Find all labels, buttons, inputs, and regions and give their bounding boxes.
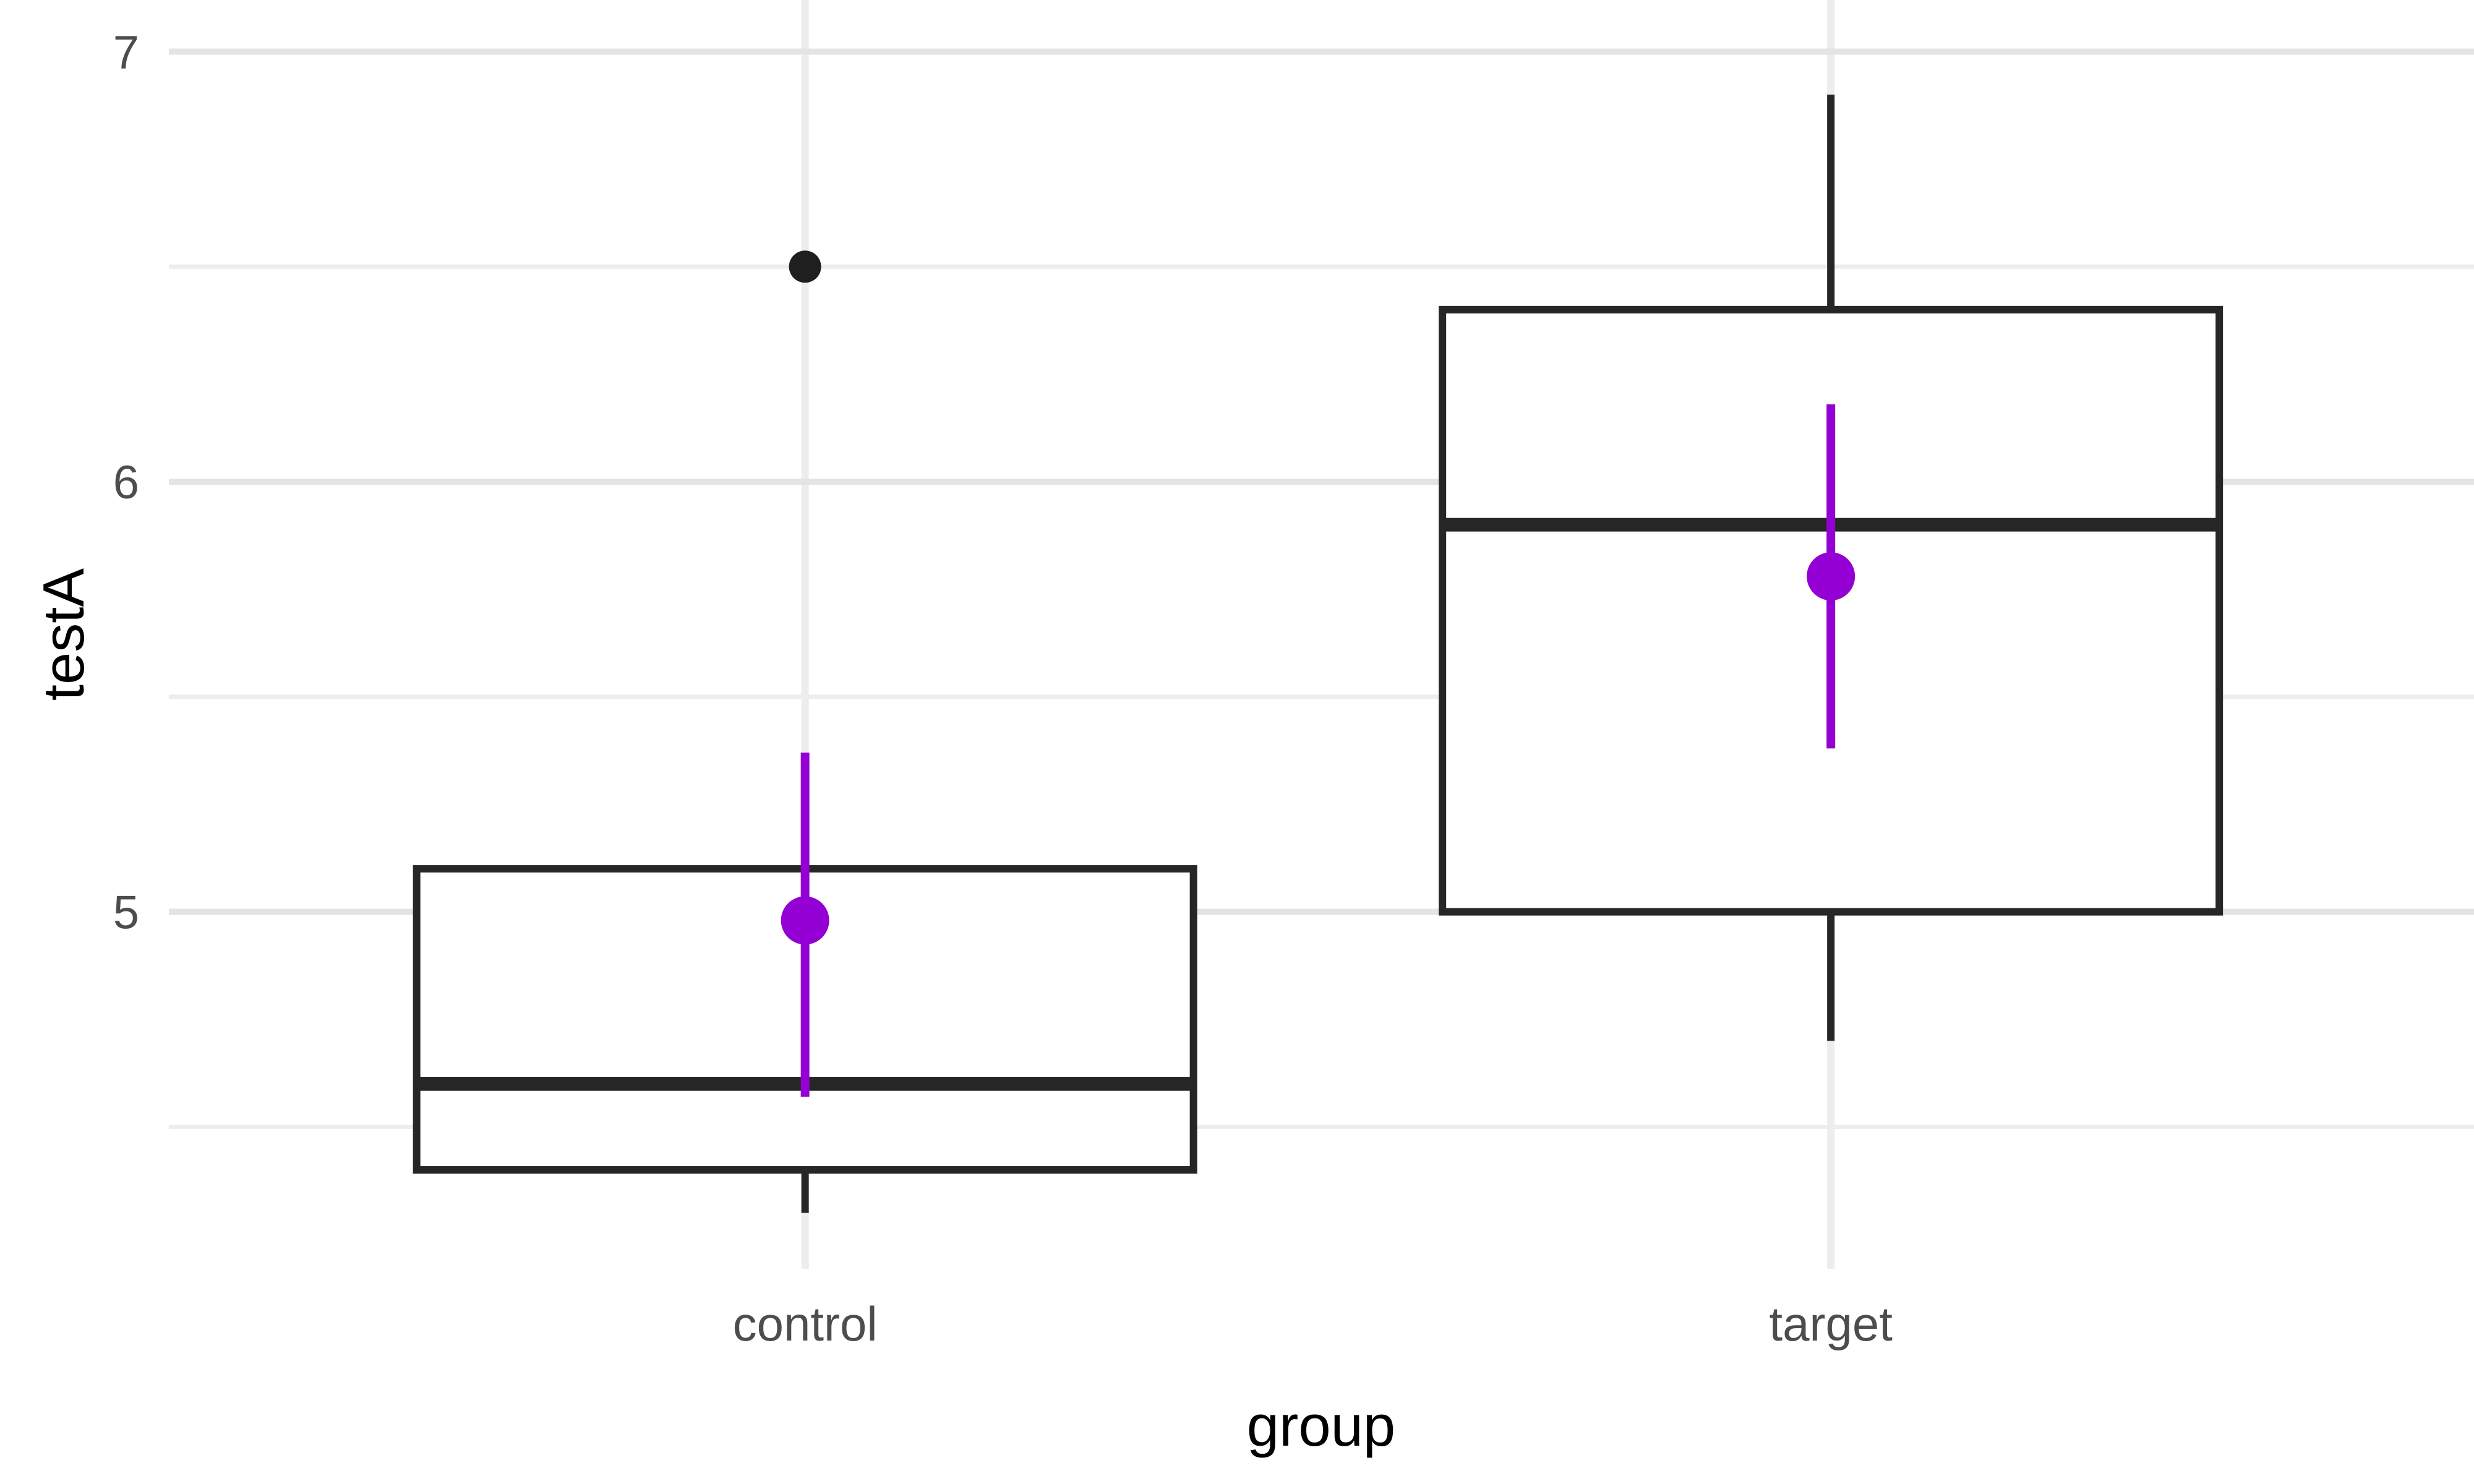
x-tick-label-target: target [1769,1297,1893,1351]
box-layer [413,95,2224,1213]
y-tick-label-5: 5 [113,887,139,939]
mean-point-control [781,896,829,945]
outlier-point-control [789,250,821,283]
y-tick-label-7: 7 [113,26,139,79]
mean-point-target [1807,552,1856,601]
x-axis-title: group [1247,1393,1395,1458]
y-tick-label-6: 6 [113,456,139,509]
x-tick-label-control: control [733,1297,878,1351]
tick-label-layer: 5 6 7 control target [113,26,1893,1351]
y-axis-title: testA [31,568,96,701]
overlay-layer [781,250,1856,1097]
